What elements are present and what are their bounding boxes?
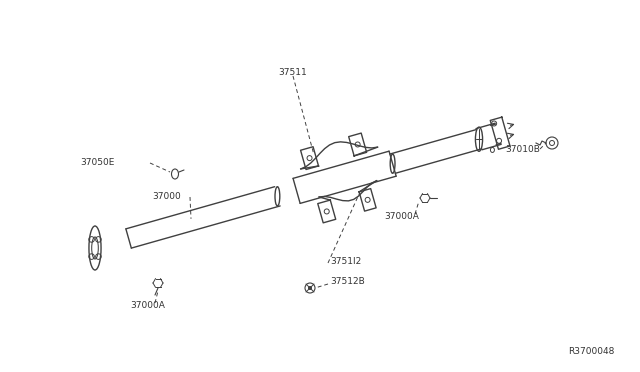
Text: 37512B: 37512B <box>330 278 365 286</box>
Text: 3751I2: 3751I2 <box>330 257 361 266</box>
Text: 37000A: 37000A <box>130 301 165 311</box>
Circle shape <box>308 286 312 289</box>
Text: R3700048: R3700048 <box>568 347 614 356</box>
Text: 37000A: 37000A <box>384 212 419 221</box>
Text: 37511: 37511 <box>278 67 307 77</box>
Text: 37000: 37000 <box>152 192 180 201</box>
Text: 37010B: 37010B <box>505 144 540 154</box>
Text: 37050E: 37050E <box>80 157 115 167</box>
